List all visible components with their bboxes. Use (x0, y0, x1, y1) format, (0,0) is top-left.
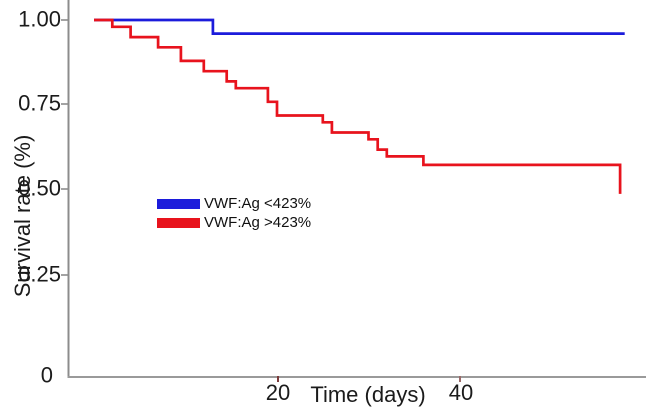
y-tick-label-0.75: 0.75 (18, 90, 61, 116)
x-tick-label-40: 40 (448, 380, 474, 405)
survival-curves-group (94, 18, 625, 194)
y-tick-label-0.25: 0.25 (18, 261, 61, 287)
legend-label-below-423: VWF:Ag <423% (204, 195, 312, 212)
legend-swatch-blue (157, 198, 200, 209)
y-tick-label-1.00: 1.00 (18, 6, 61, 32)
y-tick-label-0.50: 0.50 (18, 175, 61, 201)
legend-item-below-423: VWF:Ag <423% (157, 195, 312, 212)
legend-label-above-423: VWF:Ag >423% (204, 214, 312, 231)
legend: VWF:Ag <423% VWF:Ag >423% (157, 195, 312, 234)
x-tick-label-20: 20 (265, 380, 291, 405)
legend-swatch-red (157, 217, 200, 228)
legend-item-above-423: VWF:Ag >423% (157, 214, 312, 231)
series-red-vwf-high (94, 18, 622, 194)
series-blue-vwf-low (94, 18, 625, 35)
x-axis-title: Time (days) (310, 382, 426, 407)
y-axis-title: Survival rate (%) (10, 134, 35, 298)
y-tick-label-0: 0 (40, 362, 53, 388)
